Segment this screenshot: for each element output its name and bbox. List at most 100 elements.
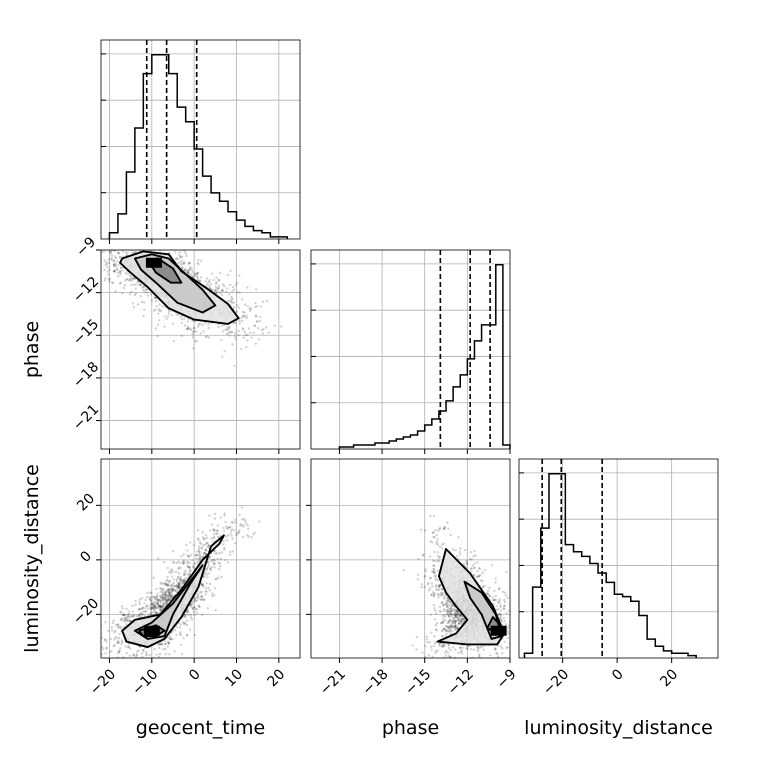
sample-point (215, 280, 218, 284)
sample-point (235, 291, 239, 294)
sample-point (447, 646, 451, 650)
sample-point (231, 343, 234, 346)
sample-point (498, 599, 501, 603)
sample-point (437, 595, 440, 599)
panel-frame (310, 458, 511, 659)
sample-point (196, 276, 199, 279)
sample-point (184, 573, 188, 576)
sample-point (210, 272, 214, 275)
sample-point (211, 592, 214, 595)
sample-point (241, 298, 244, 301)
sample-point (150, 606, 154, 609)
sample-point (180, 267, 184, 270)
sample-point (142, 288, 145, 292)
sample-point (121, 269, 124, 272)
sample-point (219, 557, 223, 561)
histogram-geocent_time (108, 53, 289, 239)
sample-point (132, 653, 135, 657)
sample-point (456, 610, 459, 614)
sample-point (123, 283, 127, 287)
sample-point (197, 605, 201, 608)
sample-point (451, 619, 455, 623)
sample-point (171, 589, 175, 593)
sample-point (473, 566, 477, 569)
sample-point (439, 583, 442, 587)
sample-point (195, 557, 198, 560)
sample-point (159, 609, 162, 612)
sample-point (445, 604, 448, 607)
sample-point (448, 660, 450, 662)
sample-point (188, 566, 191, 569)
sample-point (511, 641, 513, 643)
sample-point (434, 577, 437, 580)
sample-point (446, 621, 449, 625)
sample-point (103, 268, 106, 272)
sample-point (177, 576, 180, 579)
sample-point (457, 536, 460, 539)
sample-point (188, 268, 192, 272)
sample-point (197, 263, 200, 266)
sample-point (177, 581, 181, 584)
sample-point (232, 288, 236, 292)
sample-point (156, 602, 159, 606)
sample-point (248, 309, 252, 313)
sample-point (449, 623, 453, 626)
sample-point (133, 293, 137, 297)
sample-point (158, 599, 161, 602)
sample-point (219, 565, 222, 568)
sample-point (160, 605, 163, 609)
sample-point (108, 268, 111, 271)
sample-point (160, 244, 162, 246)
sample-point (169, 571, 172, 575)
sample-point (454, 615, 457, 619)
sample-point (267, 331, 271, 334)
sample-point (250, 535, 253, 539)
sample-point (128, 619, 131, 622)
sample-point (238, 274, 241, 277)
sample-point (243, 303, 247, 306)
y-axis-label-luminosity_distance: luminosity_distance (21, 464, 43, 653)
sample-point (453, 625, 457, 628)
sample-point (498, 586, 501, 590)
sample-point (105, 646, 108, 649)
sample-point (439, 610, 442, 613)
sample-point (132, 251, 136, 254)
sample-point (240, 347, 243, 351)
sample-point (104, 277, 107, 280)
sample-point (138, 283, 141, 287)
sample-point (223, 558, 227, 562)
sample-point (438, 584, 441, 587)
sample-point (441, 591, 445, 595)
sample-point (240, 506, 244, 509)
sample-point (494, 647, 497, 651)
sample-point (172, 581, 175, 585)
sample-point (121, 613, 125, 617)
sample-point (460, 664, 462, 666)
sample-point (187, 270, 191, 274)
sample-point (182, 580, 185, 584)
sample-point (104, 245, 106, 247)
sample-point (450, 615, 454, 618)
sample-point (153, 604, 156, 607)
sample-point (440, 601, 444, 604)
sample-point (221, 330, 225, 333)
contour-1 (121, 534, 225, 649)
sample-point (121, 640, 124, 644)
sample-point (146, 241, 148, 243)
sample-point (122, 286, 126, 290)
sample-point (258, 520, 261, 523)
sample-point (183, 614, 187, 618)
sample-point (177, 560, 180, 564)
sample-point (191, 607, 195, 610)
sample-point (419, 528, 423, 532)
sample-point (460, 617, 464, 620)
sample-point (161, 595, 164, 599)
sample-point (163, 581, 167, 584)
sample-point (164, 590, 168, 594)
sample-point (243, 311, 246, 314)
sample-point (151, 602, 154, 605)
sample-point (113, 643, 116, 647)
sample-point (218, 552, 221, 555)
sample-point (187, 272, 191, 276)
sample-point (226, 287, 229, 290)
